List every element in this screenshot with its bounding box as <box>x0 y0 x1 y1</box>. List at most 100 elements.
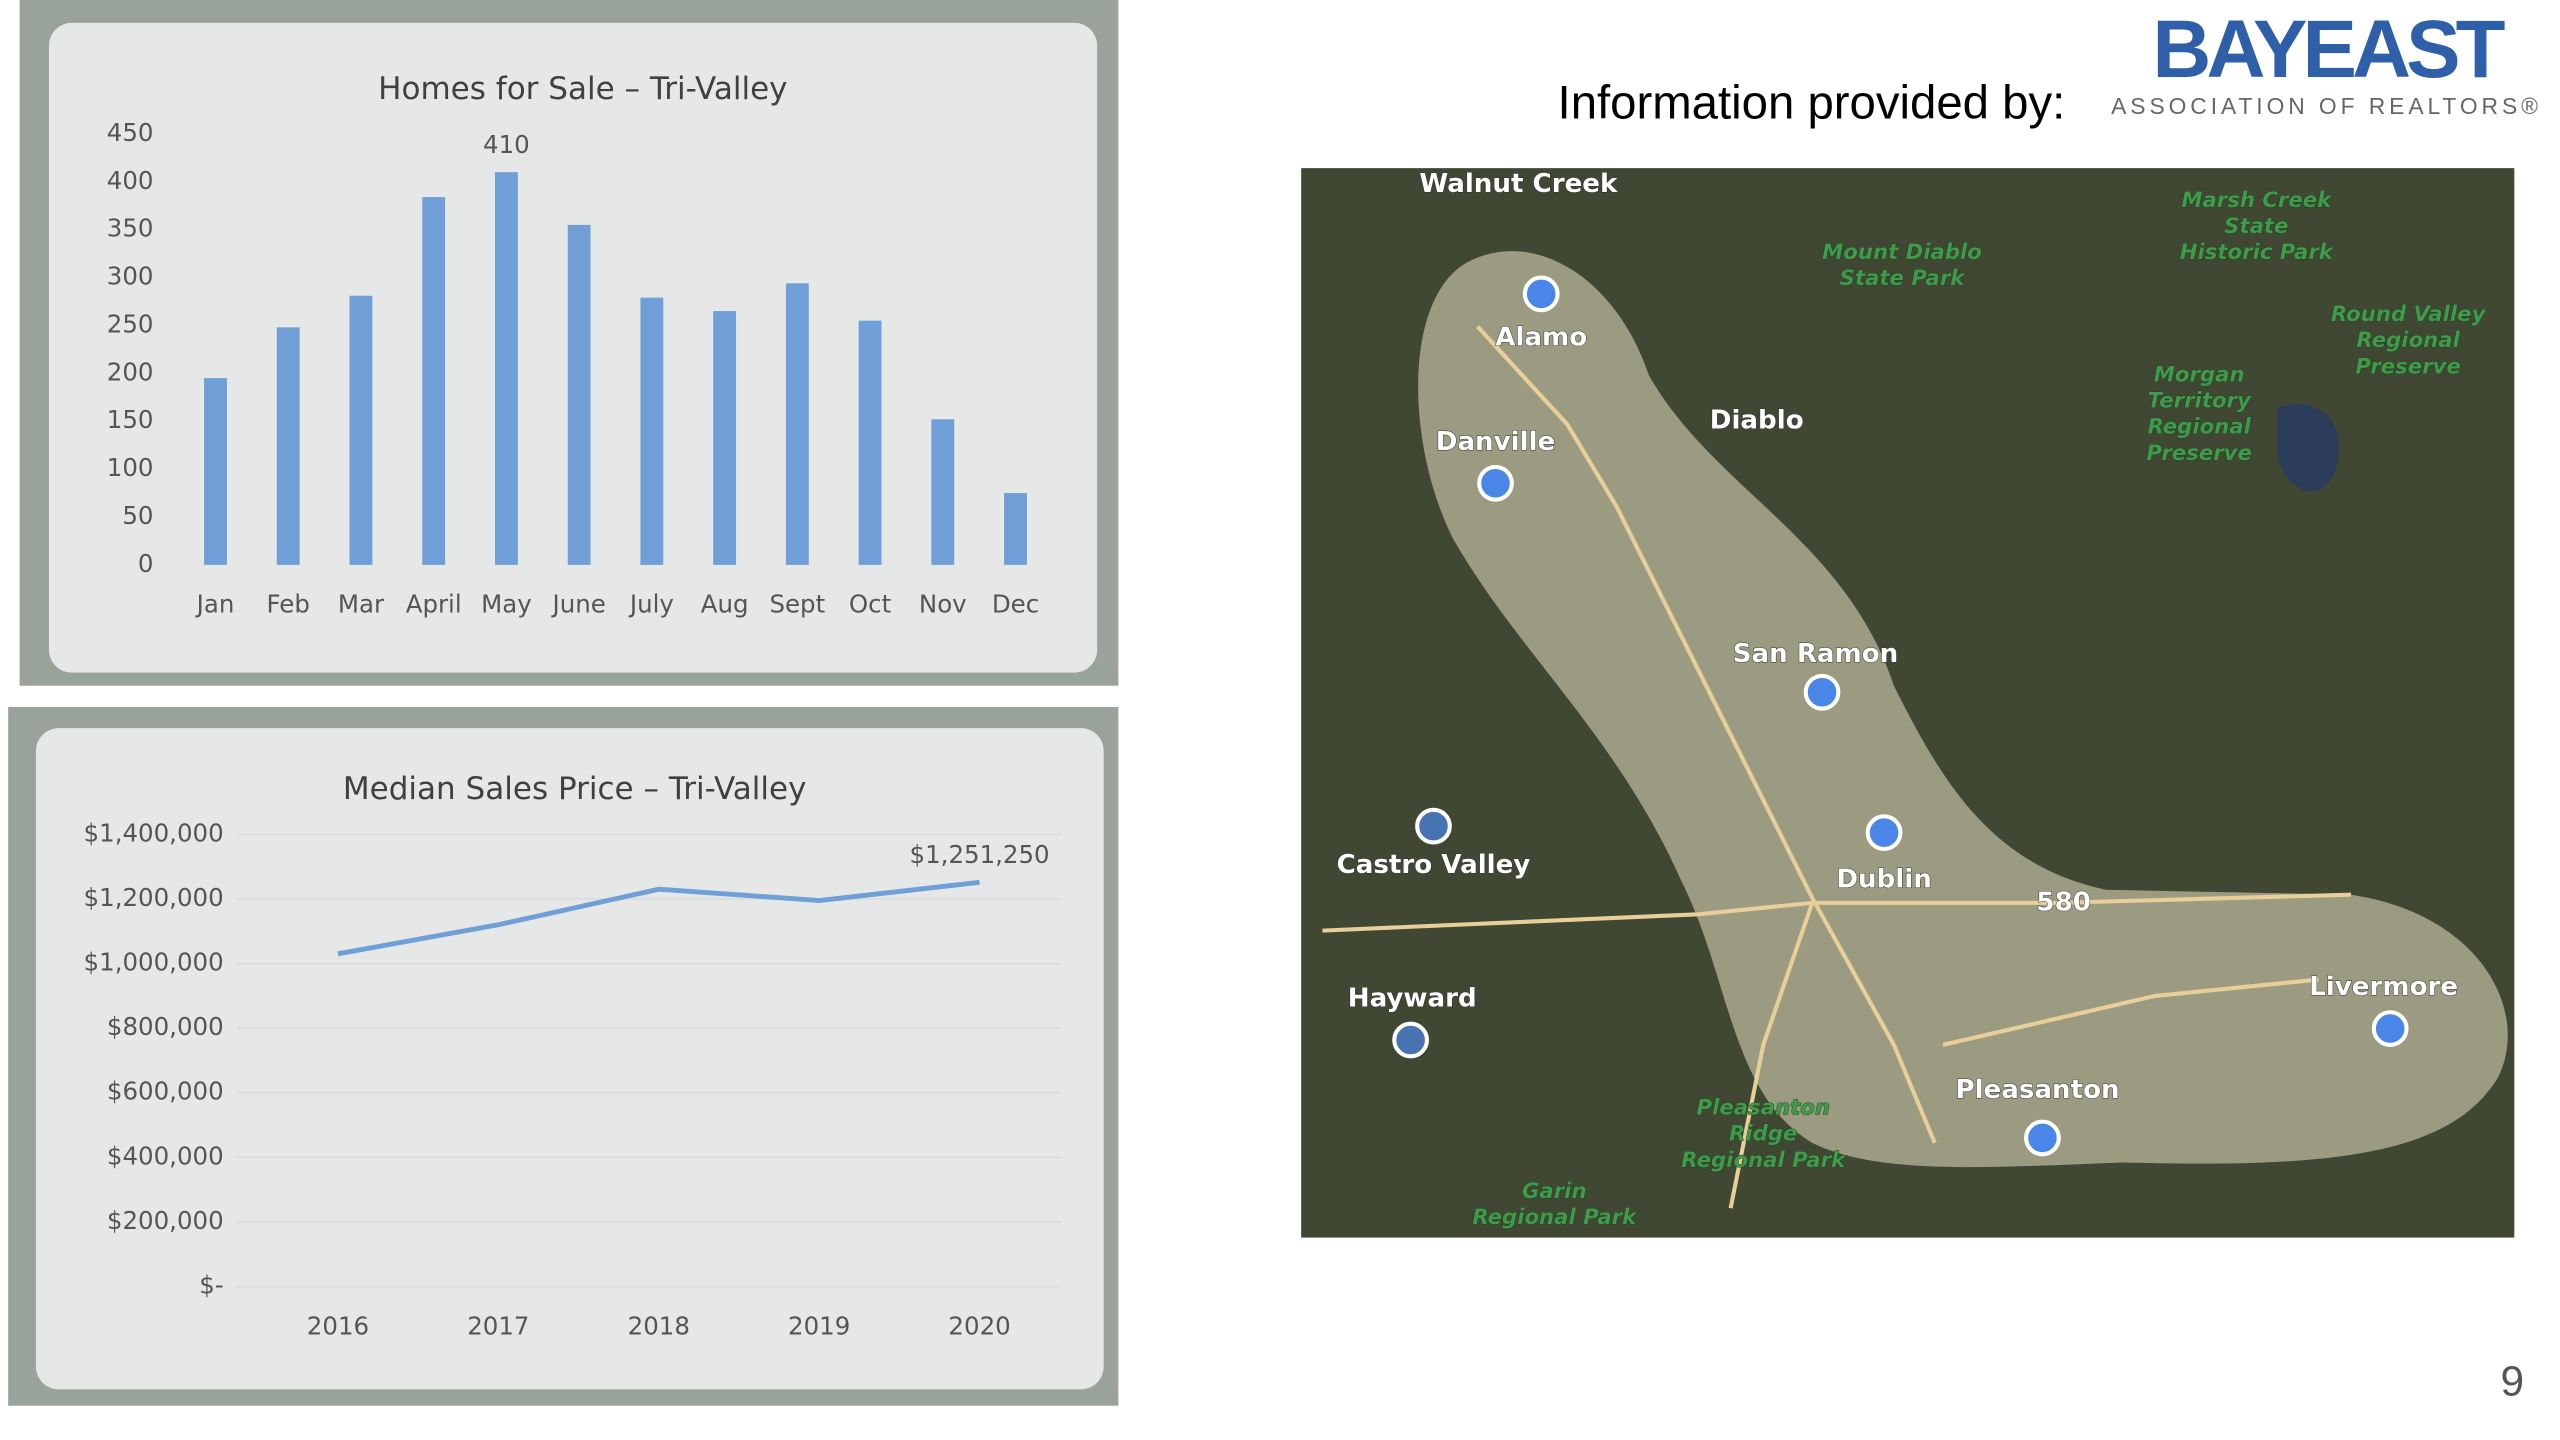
map-pin <box>1477 464 1514 502</box>
x-tick-label: Aug <box>701 590 749 619</box>
map-label: Ridge <box>1729 1122 1797 1147</box>
y-tick-label: $1,000,000 <box>84 947 224 976</box>
y-tick-label: 350 <box>107 214 154 243</box>
bar <box>494 172 518 565</box>
x-tick-label: Nov <box>919 590 967 619</box>
bar <box>1004 493 1027 565</box>
x-tick-label: May <box>481 590 532 619</box>
map-label: Historic Park <box>2180 240 2335 265</box>
map-label: Preserve <box>2146 441 2251 466</box>
map-label: Pleasanton <box>1697 1096 1830 1121</box>
logo-name: BAYEAST <box>2152 4 2504 95</box>
x-tick-label: Dec <box>992 590 1039 619</box>
y-tick-label: $600,000 <box>107 1077 224 1106</box>
x-tick-label: Mar <box>338 590 385 619</box>
bar <box>422 197 446 565</box>
y-tick-label: 250 <box>107 309 154 338</box>
bar <box>785 283 809 565</box>
map-label: Hayward <box>1348 984 1477 1014</box>
map-label: Walnut Creek <box>1419 169 1618 199</box>
map-label: Preserve <box>2355 354 2460 379</box>
chart: Median Sales Price – Tri-Valley $- $200,00… <box>84 771 1062 1340</box>
map-label: Marsh Creek <box>2181 188 2333 213</box>
x-tick-label: 2017 <box>467 1311 529 1340</box>
y-tick-label: 150 <box>107 405 154 434</box>
map-label: Round Valley <box>2331 302 2487 327</box>
map-pins <box>1392 275 2409 1157</box>
chart: Homes for Sale – Tri-Valley 0 50 100 150 200 2… <box>107 71 1039 619</box>
y-tick-label: $- <box>199 1271 223 1300</box>
road <box>1942 977 2319 1047</box>
logo-tagline: ASSOCIATION OF REALTORS® <box>2111 93 2542 119</box>
x-tick-label: 2018 <box>628 1311 690 1340</box>
chart-title: Median Sales Price – Tri-Valley <box>343 771 807 807</box>
map-pin <box>2024 1119 2061 1157</box>
x-tick-label: Feb <box>267 590 310 619</box>
header-text: Information provided by: <box>1558 77 2066 130</box>
map-label: Castro Valley <box>1337 850 1531 880</box>
x-tick-label: June <box>550 590 605 619</box>
bar <box>567 224 591 565</box>
map-pin <box>1865 814 1903 852</box>
map-label: Regional Park <box>1472 1205 1638 1230</box>
map-label: State <box>2224 214 2288 239</box>
service-area <box>1418 251 2508 1168</box>
road <box>1476 325 1937 1144</box>
map-label: Alamo <box>1495 322 1587 352</box>
chart-title: Homes for Sale – Tri-Valley <box>378 71 787 107</box>
bar <box>713 311 737 565</box>
map-label: Mount Diablo <box>1822 240 1982 265</box>
x-tick-label: July <box>628 590 674 619</box>
page-number: 9 <box>2500 1358 2524 1405</box>
map-label: Diablo <box>1710 406 1804 436</box>
map-label: Danville <box>1436 427 1555 457</box>
map-label: Garin <box>1522 1179 1587 1204</box>
y-tick-label: $400,000 <box>107 1141 224 1170</box>
map-label: Regional <box>2147 415 2251 440</box>
y-tick-label: 200 <box>107 357 154 386</box>
map-pin <box>1803 673 1841 711</box>
bar <box>204 378 227 565</box>
map-pin <box>1522 275 1560 313</box>
map-label: Morgan <box>2154 363 2245 388</box>
x-tick-label: Oct <box>849 590 892 619</box>
bar <box>858 320 882 565</box>
map-pin <box>1392 1021 1429 1059</box>
map-label: Regional <box>2356 328 2460 353</box>
x-tick-label: 2020 <box>948 1311 1010 1340</box>
map-label: Territory <box>2148 389 2253 414</box>
x-tick-label: 2016 <box>307 1311 369 1340</box>
line <box>337 879 980 957</box>
bar <box>640 297 664 565</box>
roads <box>1322 325 2352 1209</box>
y-tick-label: $200,000 <box>107 1206 224 1235</box>
map-label: 580 <box>2036 887 2091 917</box>
map-label: Pleasanton <box>1955 1075 2119 1105</box>
y-tick-label: 0 <box>138 549 154 578</box>
map-label: Regional Park <box>1681 1148 1847 1173</box>
value-label: $1,251,250 <box>910 840 1050 869</box>
y-tick-label: $1,400,000 <box>84 818 224 847</box>
value-label: 410 <box>483 130 530 159</box>
map-label: State Park <box>1840 266 1967 291</box>
y-tick-label: $800,000 <box>107 1012 224 1041</box>
chart-card <box>35 728 1104 1390</box>
map-pin <box>2371 1010 2409 1047</box>
road <box>1728 902 1815 1209</box>
y-tick-label: 400 <box>107 166 154 195</box>
x-tick-label: April <box>406 590 462 619</box>
y-tick-label: 450 <box>107 118 154 147</box>
y-tick-label: 100 <box>107 453 154 482</box>
map-pin <box>1415 807 1452 845</box>
map-label: San Ramon <box>1733 639 1899 669</box>
map-label: Dublin <box>1836 864 1931 894</box>
y-tick-label: 300 <box>107 262 154 291</box>
bar <box>349 295 373 565</box>
x-tick-label: 2019 <box>788 1311 850 1340</box>
bar <box>276 327 300 565</box>
y-tick-label: 50 <box>122 501 153 530</box>
